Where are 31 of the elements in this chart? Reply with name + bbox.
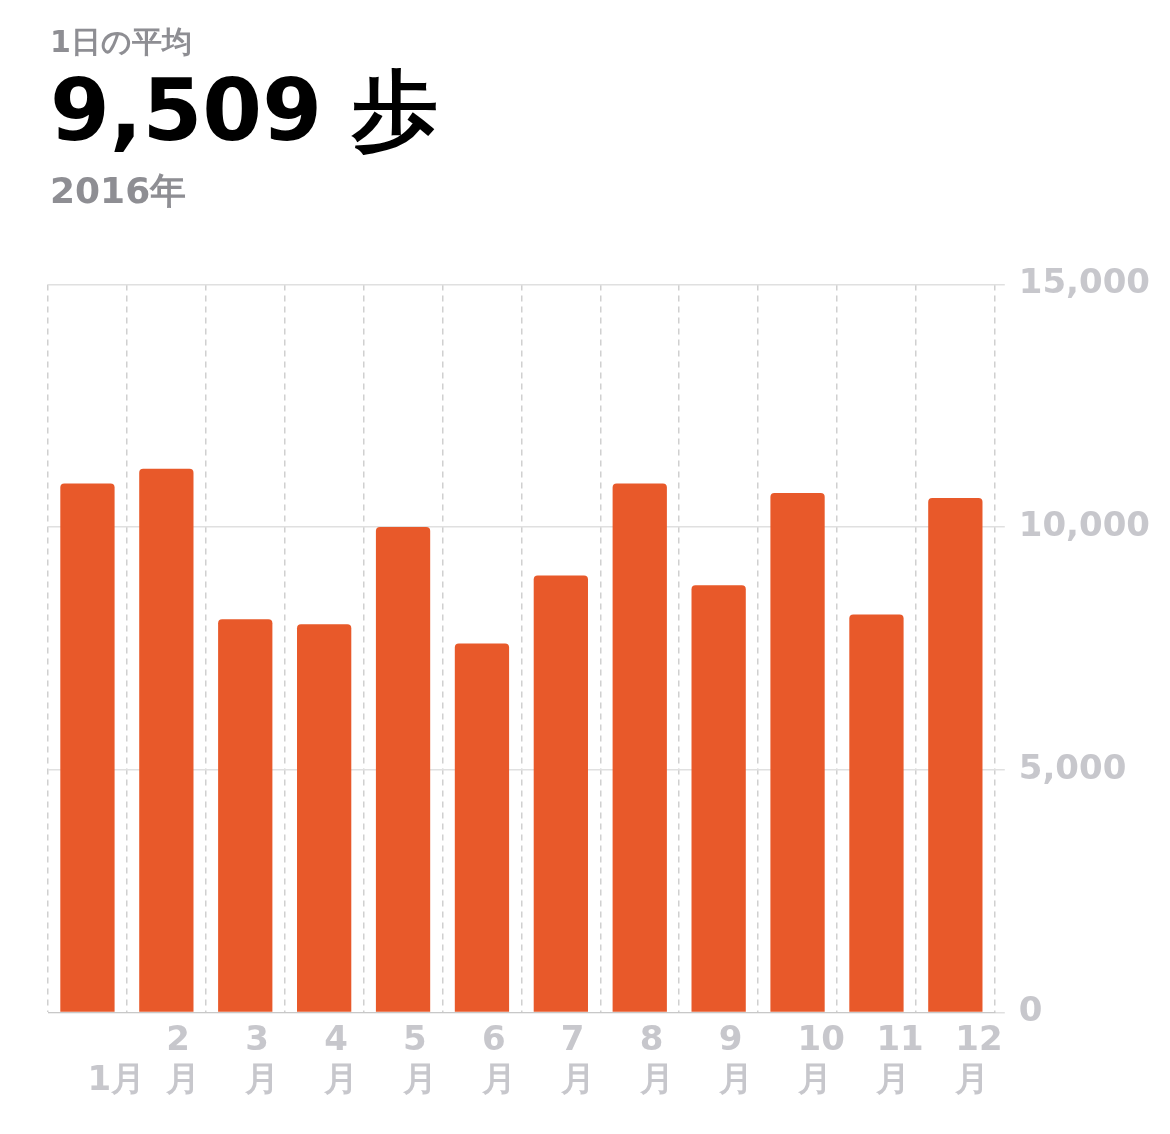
x-tick-label: 10月 [796, 1017, 845, 1099]
text: 2016年 [50, 169, 188, 213]
x-tick-label: 9月 [717, 1017, 753, 1099]
bar [533, 575, 588, 1012]
bar [139, 468, 194, 1012]
x-tick-label: 1月 [87, 1058, 146, 1099]
bar [218, 619, 273, 1012]
bar [770, 493, 825, 1012]
bar [454, 643, 510, 1012]
x-tick-label: 3月 [244, 1017, 280, 1099]
y-tick-label: 0 [1018, 989, 1043, 1030]
bar [612, 483, 667, 1012]
x-tick-label: 6月 [480, 1017, 516, 1099]
bar [60, 483, 115, 1012]
x-tick-label: 2月 [165, 1017, 201, 1099]
chart-title: 1日の平均 [50, 24, 192, 59]
x-tick-label: 7月 [559, 1017, 595, 1099]
y-tick-label: 5,000 [1018, 746, 1127, 787]
x-tick-label: 11月 [875, 1017, 924, 1099]
x-tick-label: 4月 [323, 1017, 359, 1099]
x-tick-label: 5月 [402, 1017, 438, 1099]
x-tick-label: 12月 [954, 1017, 1003, 1099]
y-tick-label: 15,000 [1018, 261, 1150, 302]
y-tick-label: 10,000 [1018, 503, 1150, 544]
bar [691, 585, 746, 1012]
bar [297, 624, 352, 1012]
bar [375, 527, 431, 1012]
bar [849, 614, 904, 1012]
bar [928, 497, 983, 1012]
x-tick-label: 8月 [638, 1017, 674, 1099]
chart-subtitle: 9,509 歩 [50, 60, 438, 160]
